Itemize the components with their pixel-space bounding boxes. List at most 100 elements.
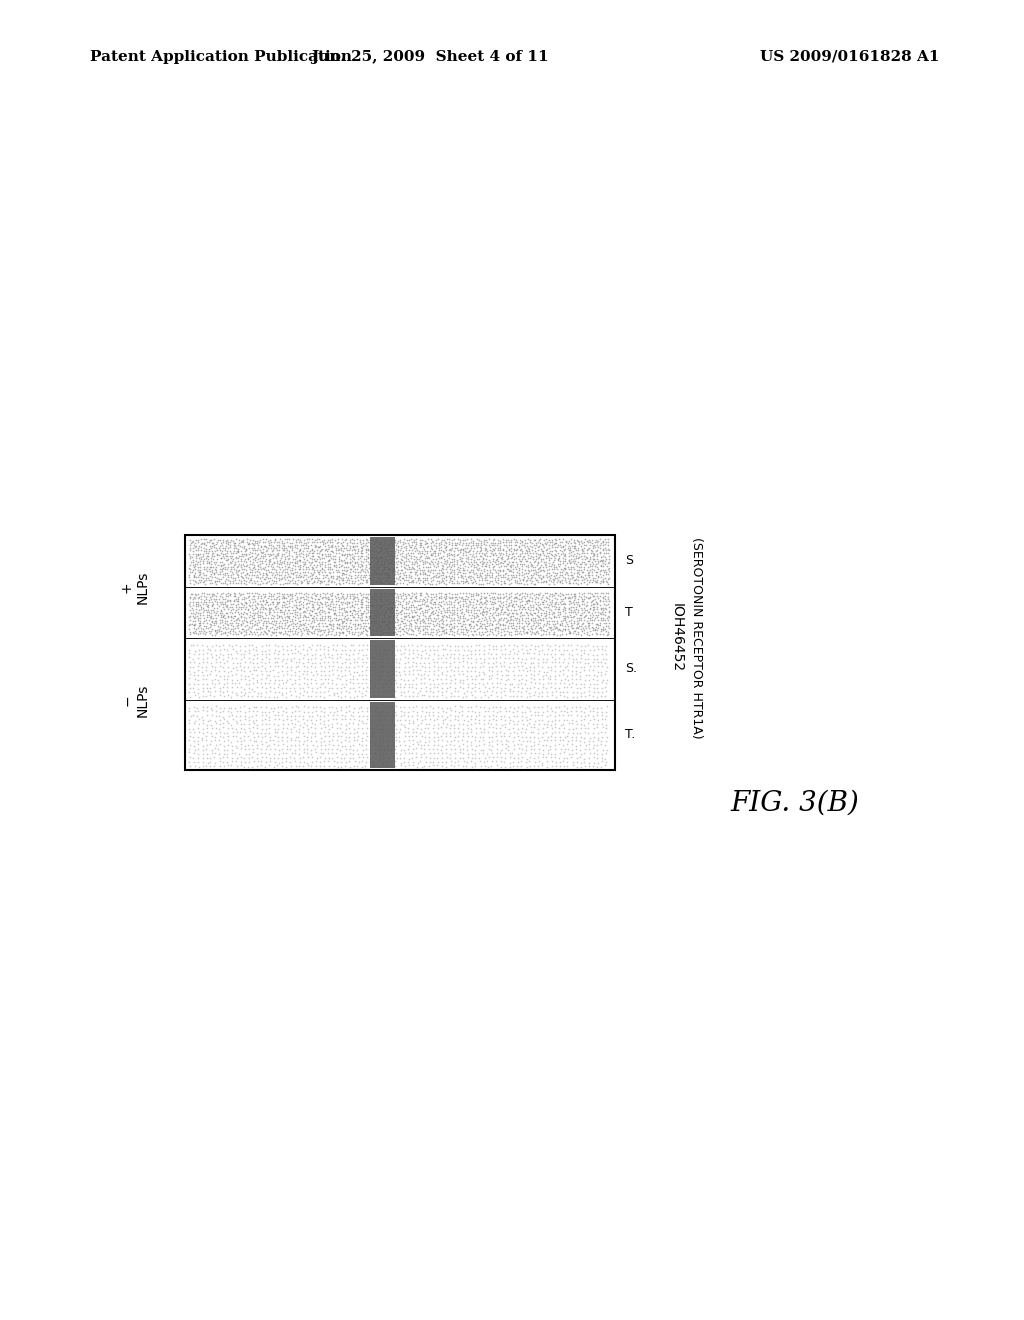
Point [186,603,203,624]
Point [536,609,552,630]
Point [222,541,239,562]
Point [497,602,513,623]
Point [414,535,430,556]
Point [352,607,369,628]
Point [575,610,592,631]
Point [508,548,524,569]
Point [477,616,494,638]
Point [518,748,535,770]
Point [338,564,354,585]
Point [480,557,497,578]
Point [379,607,395,628]
Point [552,742,568,763]
Point [219,597,236,618]
Point [387,564,403,585]
Point [202,556,218,577]
Point [470,583,486,605]
Point [595,598,611,619]
Point [390,535,407,556]
Point [238,607,254,628]
Point [430,619,446,640]
Point [230,532,247,553]
Point [524,536,541,557]
Point [334,560,350,581]
Point [266,709,283,730]
Point [435,570,452,591]
Point [406,620,422,642]
Point [252,568,268,589]
Point [292,540,308,561]
Point [460,656,476,677]
Point [577,529,593,550]
Point [478,553,495,574]
Point [205,532,221,553]
Point [557,607,573,628]
Point [266,751,283,772]
Point [249,677,265,698]
Point [209,582,225,603]
Point [473,540,489,561]
Point [508,540,524,561]
Point [471,618,487,639]
Point [253,570,269,591]
Point [344,544,360,565]
Point [413,713,429,734]
Point [492,722,508,743]
Point [521,599,538,620]
Point [376,532,392,553]
Point [501,587,517,609]
Point [414,543,430,564]
Point [506,618,522,639]
Point [181,755,198,776]
Point [577,623,593,644]
Point [221,583,238,605]
Point [423,533,439,554]
Point [568,548,585,569]
Point [273,751,290,772]
Point [426,748,442,770]
Point [433,685,450,706]
Point [380,739,396,760]
Point [544,589,560,610]
Point [535,591,551,612]
Point [252,548,268,569]
Point [415,568,431,589]
Point [311,589,328,610]
Point [394,543,411,564]
Point [461,605,477,626]
Point [530,552,547,573]
Point [191,614,208,635]
Point [257,702,273,723]
Point [511,623,527,644]
Point [422,681,438,702]
Point [241,568,257,589]
Point [458,548,474,569]
Point [258,660,274,681]
Point [319,602,336,623]
Point [327,599,343,620]
Point [433,681,450,702]
Point [552,591,568,612]
Point [376,610,392,631]
Point [532,572,549,593]
Point [263,562,280,583]
Point [446,677,463,698]
Point [474,602,490,623]
Point [529,606,546,627]
Point [336,607,352,628]
Point [331,543,347,564]
Point [555,704,571,725]
Point [497,743,513,764]
Point [422,696,438,717]
Point [380,697,396,718]
Point [568,545,585,566]
Point [216,755,232,776]
Point [271,568,288,589]
Point [360,606,377,627]
Point [370,558,386,579]
Point [466,597,482,618]
Point [577,549,593,570]
Point [195,743,211,764]
Point [433,697,450,718]
Point [280,635,296,656]
